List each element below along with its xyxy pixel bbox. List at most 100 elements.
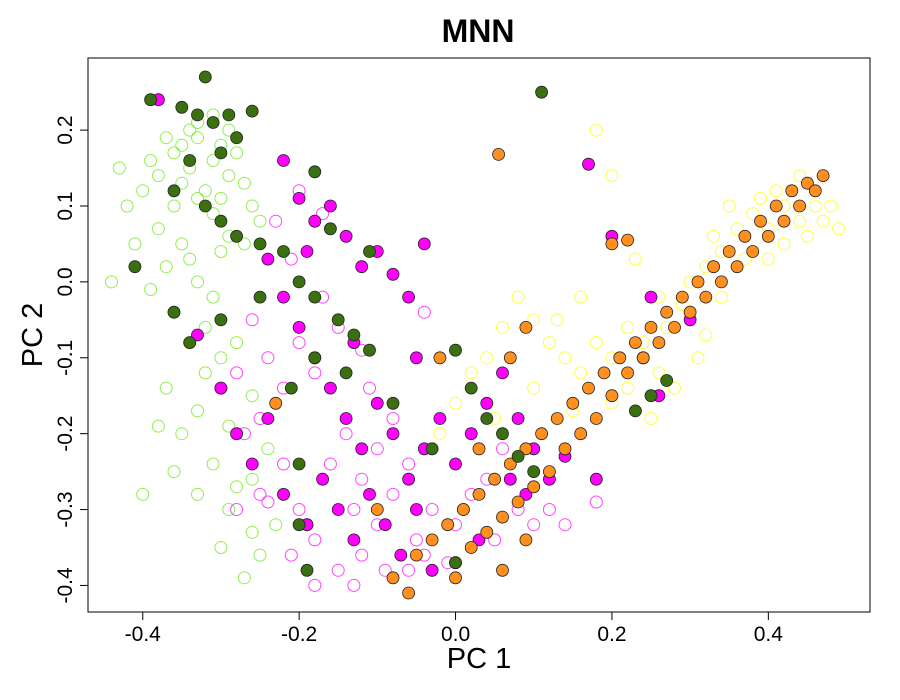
data-point-s0-57 xyxy=(245,389,259,403)
data-point-s4-26 xyxy=(425,533,439,547)
x-axis-title: PC 1 xyxy=(447,643,511,675)
data-point-s3-24 xyxy=(464,427,478,441)
data-point-s1-39 xyxy=(316,207,330,221)
data-point-s0-34 xyxy=(144,283,158,296)
data-point-s5-14 xyxy=(253,237,267,251)
data-point-s0-16 xyxy=(230,146,244,160)
data-point-s5-34 xyxy=(496,427,509,441)
data-point-s5-18 xyxy=(308,290,322,304)
data-point-s0-19 xyxy=(214,191,228,205)
data-point-s4-59 xyxy=(433,351,447,365)
y-tick-label: 0.2 xyxy=(54,115,77,144)
data-point-s5-12 xyxy=(214,214,228,228)
data-point-s5-41 xyxy=(363,245,376,258)
data-point-s1-36 xyxy=(284,252,298,266)
data-point-s5-33 xyxy=(480,412,494,425)
data-point-s0-56 xyxy=(230,336,244,350)
data-point-s5-7 xyxy=(230,131,244,145)
data-point-s4-6 xyxy=(738,229,752,243)
data-point-s4-9 xyxy=(691,275,705,289)
data-point-s0-14 xyxy=(167,199,181,213)
data-point-s4-20 xyxy=(519,442,533,456)
data-point-s4-15 xyxy=(597,366,611,380)
data-point-s2-44 xyxy=(652,366,666,380)
data-point-s3-58 xyxy=(519,487,533,501)
data-point-s2-4 xyxy=(808,199,822,213)
data-point-s2-15 xyxy=(722,199,736,213)
chart-title: MNN xyxy=(442,13,515,49)
data-point-s3-43 xyxy=(425,563,439,577)
data-point-s3-15 xyxy=(323,381,337,395)
data-point-s3-59 xyxy=(300,245,314,258)
x-tick-label: 0.4 xyxy=(754,623,784,646)
data-point-s4-4 xyxy=(769,199,783,213)
data-point-s4-43 xyxy=(652,336,666,350)
data-point-s4-45 xyxy=(683,305,697,319)
data-point-s4-38 xyxy=(574,427,588,441)
data-point-s0-9 xyxy=(159,131,173,145)
data-point-s2-9 xyxy=(754,191,767,205)
x-tick-label: -0.4 xyxy=(125,623,162,646)
data-point-s0-47 xyxy=(245,525,259,539)
data-point-s3-33 xyxy=(261,412,275,425)
data-point-s1-52 xyxy=(558,518,572,532)
data-point-s1-19 xyxy=(292,336,306,350)
data-point-s5-46 xyxy=(214,313,228,327)
data-point-s5-16 xyxy=(128,260,142,274)
data-point-s3-5 xyxy=(339,229,353,243)
data-point-s2-48 xyxy=(628,252,642,266)
data-point-s0-15 xyxy=(206,207,220,221)
data-point-s2-52 xyxy=(793,169,807,183)
data-point-s3-16 xyxy=(339,412,353,425)
data-point-s4-46 xyxy=(699,290,713,304)
data-point-s3-40 xyxy=(378,518,392,532)
data-point-s0-41 xyxy=(151,419,165,433)
data-point-s4-56 xyxy=(472,442,486,456)
data-point-s0-39 xyxy=(191,404,204,418)
data-point-s0-12 xyxy=(136,184,150,198)
data-point-s5-43 xyxy=(308,165,322,179)
data-point-s1-37 xyxy=(269,214,283,228)
data-point-s3-4 xyxy=(323,199,337,213)
data-point-s5-13 xyxy=(230,229,244,243)
data-point-s4-16 xyxy=(582,381,595,395)
data-point-s1-50 xyxy=(417,305,431,319)
data-point-s4-53 xyxy=(808,184,822,198)
data-point-s2-17 xyxy=(832,222,846,236)
data-point-s5-17 xyxy=(292,275,306,289)
data-point-s5-45 xyxy=(386,396,400,410)
data-point-s4-32 xyxy=(480,525,494,539)
data-point-s0-21 xyxy=(112,161,126,175)
data-point-s4-39 xyxy=(589,412,603,425)
data-point-s0-25 xyxy=(175,237,189,251)
data-point-s3-20 xyxy=(402,472,416,486)
x-axis: -0.4 -0.2 0.0 0.2 0.4 xyxy=(125,611,784,646)
series-2-points xyxy=(433,123,846,441)
data-point-s1-49 xyxy=(230,503,244,516)
data-point-s3-32 xyxy=(245,457,259,471)
data-point-s3-8 xyxy=(386,267,400,281)
data-point-s0-10 xyxy=(183,123,197,137)
data-point-s3-3 xyxy=(308,214,322,228)
data-point-s4-34 xyxy=(511,495,525,509)
data-point-s4-10 xyxy=(675,290,689,304)
data-point-s1-46 xyxy=(378,563,392,577)
data-point-s0-60 xyxy=(245,472,259,486)
data-point-s4-25 xyxy=(441,518,455,532)
data-point-s0-33 xyxy=(237,237,251,251)
data-point-s4-2 xyxy=(801,176,814,190)
data-point-s5-6 xyxy=(245,104,259,118)
data-point-s3-30 xyxy=(214,381,228,395)
data-point-s2-27 xyxy=(574,366,588,380)
data-point-s4-1 xyxy=(816,169,830,183)
data-point-s3-19 xyxy=(386,427,400,441)
data-point-s5-39 xyxy=(660,374,674,387)
data-point-s2-24 xyxy=(621,320,635,334)
data-point-s1-26 xyxy=(308,578,322,592)
data-point-s0-11 xyxy=(191,191,204,205)
data-point-s2-33 xyxy=(480,351,494,365)
data-point-s3-37 xyxy=(331,503,345,516)
data-point-s2-28 xyxy=(558,351,572,365)
data-point-s5-36 xyxy=(527,465,541,479)
data-point-s4-42 xyxy=(636,351,650,365)
